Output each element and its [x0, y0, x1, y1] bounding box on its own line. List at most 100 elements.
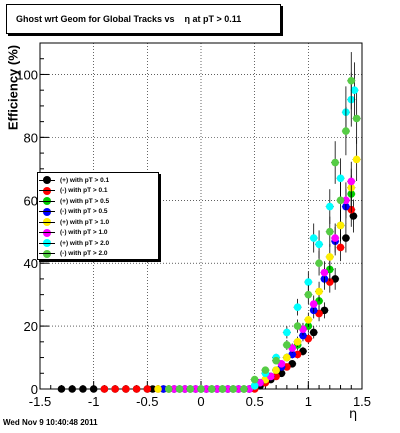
data-point [342, 234, 350, 242]
legend-entry: (-) with pT > 2.0 [39, 249, 158, 260]
data-point [326, 227, 334, 236]
data-point [293, 303, 302, 312]
data-point [331, 158, 339, 167]
data-point [293, 350, 302, 359]
legend-entry: (+) with pT > 0.1 [39, 175, 158, 186]
legend-entry: (-) with pT > 0.1 [39, 186, 158, 197]
legend: (+) with pT > 0.1 (-) with pT > 0.1 (+) wi… [37, 172, 159, 260]
data-point [326, 202, 334, 211]
data-point [240, 385, 248, 393]
legend-label: (-) with pT > 0.1 [60, 187, 108, 195]
data-point [304, 290, 313, 299]
data-point [283, 328, 291, 337]
legend-entry: (+) with pT > 0.5 [39, 196, 158, 207]
data-point [304, 316, 313, 324]
y-axis-label: Efficiency (%) [5, 44, 21, 131]
y-tick-label: 40 [24, 256, 38, 271]
data-point [272, 372, 280, 381]
data-point [250, 382, 259, 390]
data-point [350, 86, 359, 94]
data-point [186, 385, 195, 393]
data-point [315, 240, 323, 249]
legend-label: (+) with pT > 0.5 [60, 197, 110, 205]
legend-marker [39, 238, 55, 248]
data-point [320, 268, 329, 277]
legend-marker [39, 207, 55, 217]
y-tick-label: 100 [16, 67, 38, 82]
data-point [170, 385, 178, 393]
data-point [191, 385, 200, 393]
data-point [283, 341, 291, 349]
legend-label: (+) with pT > 1.0 [60, 218, 110, 226]
data-point [122, 385, 130, 393]
data-point [165, 385, 173, 393]
data-point [315, 259, 323, 267]
data-point [309, 328, 318, 337]
data-point [202, 385, 211, 393]
legend-label: (+) with pT > 0.1 [60, 176, 110, 184]
data-point [293, 338, 302, 346]
data-point [181, 385, 189, 393]
data-point [224, 385, 232, 393]
legend-label: (-) with pT > 1.0 [60, 229, 108, 237]
y-tick-label: 80 [24, 130, 38, 145]
data-point [132, 385, 141, 393]
data-point [315, 287, 323, 296]
legend-marker [39, 175, 55, 185]
data-point [175, 385, 184, 393]
data-point [154, 385, 162, 393]
legend-marker [39, 196, 55, 206]
data-point [89, 385, 98, 393]
x-tick-label: 1.5 [353, 394, 371, 409]
x-axis-label: η [349, 407, 358, 422]
data-point [347, 177, 356, 186]
data-point [207, 385, 216, 393]
data-point [250, 375, 259, 384]
data-point [336, 174, 345, 183]
data-point [336, 196, 345, 205]
data-point [57, 385, 66, 393]
data-point [283, 353, 291, 362]
y-tick-label: 60 [24, 193, 38, 208]
data-point [218, 385, 227, 393]
legend-marker [39, 217, 55, 227]
data-point [347, 76, 356, 85]
data-point [261, 366, 270, 374]
data-point [272, 356, 280, 365]
data-point [159, 385, 168, 393]
data-point [148, 385, 157, 393]
data-point [229, 385, 237, 393]
data-point [79, 385, 87, 393]
data-point [111, 385, 119, 393]
legend-label: (-) with pT > 2.0 [60, 250, 108, 258]
y-tick-label: 0 [31, 382, 38, 397]
legend-entry: (+) with pT > 2.0 [39, 238, 158, 249]
data-point [293, 322, 302, 330]
data-point [326, 253, 334, 261]
data-point [352, 114, 361, 123]
data-point [213, 385, 221, 393]
data-point [342, 127, 350, 135]
x-tick-label: -0.5 [136, 394, 158, 409]
data-point [234, 385, 243, 393]
x-tick-label: -1 [88, 394, 100, 409]
data-point [336, 221, 345, 230]
timestamp-footer: Wed Nov 9 10:40:48 2011 [3, 418, 98, 427]
x-tick-label: 1 [305, 394, 312, 409]
data-point [331, 234, 339, 242]
legend-label: (+) with pT > 2.0 [60, 239, 110, 247]
legend-entry: (+) with pT > 1.0 [39, 217, 158, 228]
data-point [342, 196, 350, 205]
data-point [100, 385, 109, 393]
data-point [143, 385, 152, 393]
data-point [272, 366, 280, 374]
legend-marker [39, 228, 55, 238]
data-point [352, 155, 361, 164]
data-point [68, 385, 76, 393]
x-tick-label: -1.5 [29, 394, 51, 409]
y-tick-label: 20 [24, 319, 38, 334]
legend-entry: (-) with pT > 0.5 [39, 207, 158, 218]
x-tick-label: 0.5 [246, 394, 264, 409]
data-point [336, 243, 345, 252]
